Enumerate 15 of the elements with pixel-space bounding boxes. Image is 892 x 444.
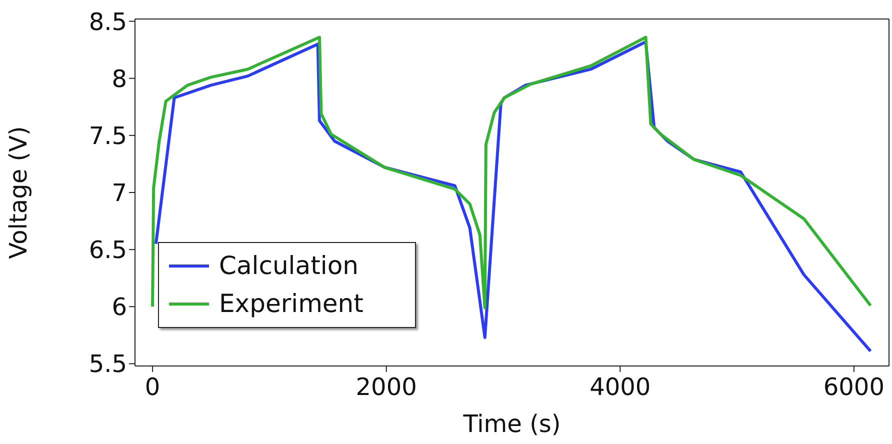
x-axis-title: Time (s) bbox=[462, 410, 561, 438]
x-tick-label: 2000 bbox=[356, 373, 417, 402]
x-tick-label: 0 bbox=[144, 373, 160, 402]
y-tick-label: 7 bbox=[112, 179, 127, 208]
y-tick-label: 8 bbox=[112, 64, 127, 93]
legend-label: Calculation bbox=[219, 250, 358, 282]
y-tick-label: 8.5 bbox=[88, 8, 127, 36]
x-tick-label: 4000 bbox=[590, 373, 651, 402]
y-axis-title: Voltage (V) bbox=[4, 126, 33, 259]
x-tick-label: 6000 bbox=[823, 373, 884, 402]
y-tick-label: 7.5 bbox=[88, 122, 127, 150]
y-tick-label: 5.5 bbox=[88, 350, 127, 378]
y-tick-label: 6 bbox=[112, 293, 127, 322]
legend-label: Experiment bbox=[219, 288, 364, 320]
y-tick-label: 6.5 bbox=[88, 236, 127, 264]
